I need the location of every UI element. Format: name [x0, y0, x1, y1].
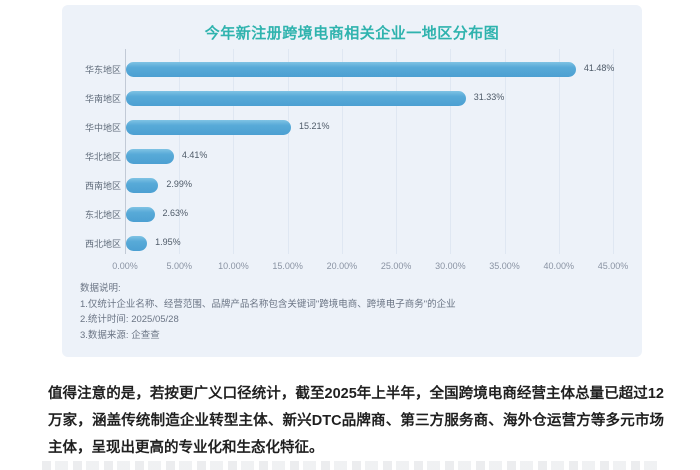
- bar-chart: 华东地区 41.48% 华南地区 31.33% 华中地区 15.21% 华北地区 4.41% 西…: [62, 49, 642, 279]
- category-label: 西南地区: [84, 181, 121, 191]
- bar-track: 15.21%: [126, 120, 614, 135]
- bar-track: 2.63%: [126, 207, 614, 222]
- bar-track: 2.99%: [126, 178, 614, 193]
- x-axis-tick-label: 15.00%: [272, 261, 303, 271]
- bar-row: 华北地区 4.41%: [62, 142, 642, 171]
- gridline: [179, 49, 181, 254]
- x-axis-tick-label: 35.00%: [489, 261, 520, 271]
- bar-track: 1.95%: [126, 236, 614, 251]
- bar-row: 华南地区 31.33%: [62, 84, 642, 113]
- gridline: [504, 49, 506, 254]
- gridline: [287, 49, 289, 254]
- category-label: 华北地区: [84, 152, 121, 162]
- bar-value-label: 2.99%: [166, 179, 192, 189]
- category-label: 东北地区: [84, 210, 121, 220]
- chart-title: 今年新注册跨境电商相关企业一地区分布图: [204, 25, 500, 42]
- x-axis-tick-label: 0.00%: [112, 261, 138, 271]
- gridline: [341, 49, 343, 254]
- bar[interactable]: [126, 149, 174, 164]
- category-label: 华东地区: [84, 65, 121, 75]
- bar-value-label: 1.95%: [155, 237, 181, 247]
- gridline: [450, 49, 452, 254]
- bar-row: 西南地区 2.99%: [62, 171, 642, 200]
- gridline: [396, 49, 398, 254]
- bar[interactable]: [126, 236, 148, 251]
- chart-notes: 数据说明: 1.仅统计企业名称、经营范围、品牌产品名称包含关键词"跨境电商、跨境…: [80, 281, 630, 343]
- bar[interactable]: [126, 207, 155, 222]
- cutoff-paragraph-remnant: [42, 461, 660, 470]
- bar[interactable]: [126, 178, 159, 193]
- x-axis: 0.00% 5.00% 10.00% 15.00% 20.00% 25.00% 30.00%…: [112, 261, 628, 275]
- gridline: [558, 49, 560, 254]
- category-label: 西北地区: [84, 239, 121, 249]
- bar[interactable]: [126, 62, 576, 77]
- plot-gridlines: [125, 49, 614, 254]
- y-axis-line: [125, 49, 126, 254]
- note-line: 2.统计时间: 2025/05/28: [80, 314, 179, 325]
- bar-value-label: 41.48%: [583, 63, 615, 73]
- category-label: 华南地区: [84, 94, 121, 104]
- x-axis-tick-label: 40.00%: [543, 261, 575, 271]
- bar-track: 31.33%: [126, 91, 614, 106]
- bar[interactable]: [126, 120, 291, 135]
- gridline: [613, 49, 614, 254]
- category-label: 华中地区: [84, 123, 121, 133]
- bar-track: 4.41%: [126, 149, 614, 164]
- bar-row: 华东地区 41.48%: [62, 55, 642, 84]
- body-paragraph: 值得注意的是，若按更广义口径统计，截至2025年上半年，全国跨境电商经营主体总量…: [48, 386, 664, 456]
- bar-value-label: 2.63%: [162, 208, 189, 218]
- note-line: 1.仅统计企业名称、经营范围、品牌产品名称包含关键词"跨境电商、跨境电子商务"的…: [80, 298, 456, 310]
- chart-card: 今年新注册跨境电商相关企业一地区分布图 华东地区 41.48% 华南地区 31.33%…: [62, 5, 642, 357]
- bar-row: 华中地区 15.21%: [62, 113, 642, 142]
- bar-row: 东北地区 2.63%: [62, 200, 642, 229]
- x-axis-tick-label: 25.00%: [380, 261, 412, 271]
- gridline: [233, 49, 235, 254]
- bar-value-label: 15.21%: [298, 121, 330, 131]
- bar-value-label: 4.41%: [181, 150, 208, 160]
- bar[interactable]: [126, 91, 466, 106]
- x-axis-tick-label: 10.00%: [218, 261, 249, 271]
- note-line: 3.数据来源: 企查查: [80, 329, 160, 341]
- x-axis-tick-label: 20.00%: [326, 261, 358, 271]
- x-axis-tick-label: 5.00%: [166, 261, 192, 271]
- x-axis-tick-label: 30.00%: [435, 261, 466, 271]
- notes-heading: 数据说明:: [80, 283, 121, 294]
- bar-row: 西北地区 1.95%: [62, 229, 642, 258]
- x-axis-tick-label: 45.00%: [597, 261, 629, 271]
- bar-track: 41.48%: [126, 62, 614, 77]
- bar-value-label: 31.33%: [473, 92, 505, 102]
